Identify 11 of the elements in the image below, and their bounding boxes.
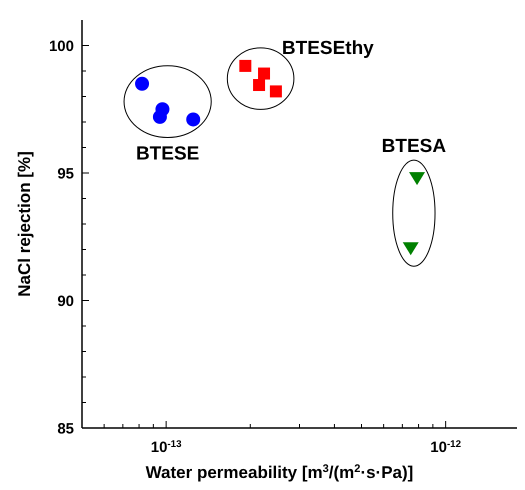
series-label: BTESA bbox=[382, 136, 446, 158]
y-tick-label: 95 bbox=[57, 165, 74, 182]
y-tick-label: 100 bbox=[48, 38, 74, 55]
series-label: BTESE bbox=[136, 143, 200, 164]
x-tick-label: 10$^{-12}$ bbox=[430, 438, 462, 456]
y-tick-label: 90 bbox=[57, 292, 74, 310]
x-axis-title: Water permeability [m$^{3}$/(m$^{2}$·s·Pa)] bbox=[146, 463, 414, 482]
y-axis-title: NaCl rejection [%] bbox=[15, 151, 34, 297]
y-tick-label: 85 bbox=[57, 420, 74, 438]
x-tick-label: 10$^{-13}$ bbox=[150, 438, 182, 456]
series-label: BTESEthy bbox=[282, 38, 374, 59]
